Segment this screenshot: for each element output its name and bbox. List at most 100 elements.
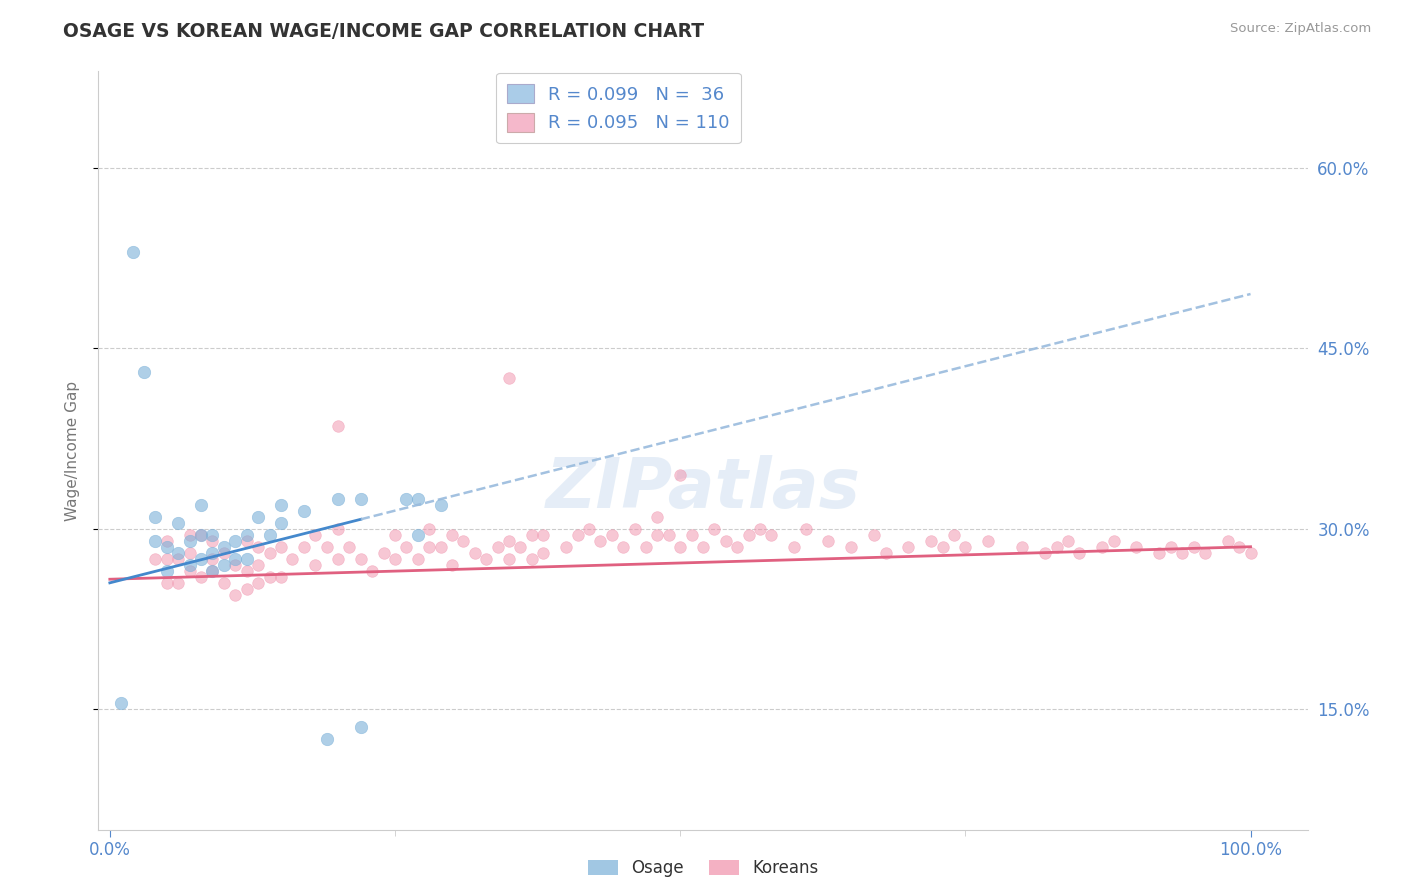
Point — [235, 564, 257, 578]
Point — [498, 551, 520, 566]
Point — [955, 540, 977, 554]
Point — [725, 540, 748, 554]
Point — [464, 546, 486, 560]
Point — [235, 533, 257, 548]
Point — [270, 516, 292, 530]
Point — [145, 509, 167, 524]
Point — [737, 527, 759, 541]
Point — [201, 527, 224, 541]
Point — [259, 570, 281, 584]
Point — [839, 540, 862, 554]
Point — [1160, 540, 1182, 554]
Point — [600, 527, 623, 541]
Point — [1149, 546, 1171, 560]
Point — [669, 540, 692, 554]
Point — [589, 533, 612, 548]
Point — [270, 498, 292, 512]
Point — [441, 558, 464, 572]
Point — [647, 509, 669, 524]
Point — [212, 540, 235, 554]
Point — [406, 527, 429, 541]
Point — [931, 540, 953, 554]
Point — [179, 558, 201, 572]
Point — [406, 551, 429, 566]
Point — [156, 540, 179, 554]
Point — [201, 533, 224, 548]
Point — [167, 575, 190, 590]
Point — [270, 540, 292, 554]
Point — [634, 540, 657, 554]
Point — [145, 551, 167, 566]
Point — [647, 527, 669, 541]
Point — [875, 546, 897, 560]
Point — [441, 527, 464, 541]
Point — [190, 570, 212, 584]
Point — [1091, 540, 1114, 554]
Point — [395, 540, 418, 554]
Point — [247, 540, 270, 554]
Point — [259, 546, 281, 560]
Point — [337, 540, 360, 554]
Point — [531, 527, 554, 541]
Point — [475, 551, 498, 566]
Point — [190, 551, 212, 566]
Point — [190, 527, 212, 541]
Point — [156, 551, 179, 566]
Point — [304, 527, 326, 541]
Point — [669, 467, 692, 482]
Point — [395, 491, 418, 506]
Point — [531, 546, 554, 560]
Point — [1057, 533, 1080, 548]
Point — [156, 575, 179, 590]
Point — [418, 522, 440, 536]
Point — [224, 588, 246, 602]
Point — [179, 533, 201, 548]
Point — [1239, 546, 1261, 560]
Point — [179, 546, 201, 560]
Point — [714, 533, 737, 548]
Point — [498, 371, 520, 385]
Point — [1125, 540, 1147, 554]
Point — [201, 546, 224, 560]
Point — [681, 527, 703, 541]
Point — [384, 527, 406, 541]
Point — [623, 522, 645, 536]
Point — [1182, 540, 1205, 554]
Point — [326, 522, 349, 536]
Point — [201, 551, 224, 566]
Point — [942, 527, 965, 541]
Point — [315, 540, 337, 554]
Point — [555, 540, 578, 554]
Point — [429, 498, 451, 512]
Point — [794, 522, 817, 536]
Point — [749, 522, 772, 536]
Point — [373, 546, 395, 560]
Point — [1102, 533, 1125, 548]
Point — [304, 558, 326, 572]
Point — [486, 540, 509, 554]
Point — [418, 540, 440, 554]
Point — [350, 551, 373, 566]
Point — [156, 533, 179, 548]
Point — [121, 244, 143, 259]
Point — [612, 540, 634, 554]
Point — [761, 527, 783, 541]
Point — [315, 732, 337, 747]
Point — [863, 527, 886, 541]
Point — [498, 533, 520, 548]
Text: Source: ZipAtlas.com: Source: ZipAtlas.com — [1230, 22, 1371, 36]
Point — [179, 527, 201, 541]
Point — [167, 551, 190, 566]
Point — [212, 558, 235, 572]
Point — [1216, 533, 1239, 548]
Point — [453, 533, 475, 548]
Point — [247, 575, 270, 590]
Point — [1171, 546, 1194, 560]
Point — [1033, 546, 1056, 560]
Point — [156, 564, 179, 578]
Point — [247, 509, 270, 524]
Point — [326, 419, 349, 434]
Point — [567, 527, 589, 541]
Legend: Osage, Koreans: Osage, Koreans — [581, 853, 825, 884]
Point — [235, 527, 257, 541]
